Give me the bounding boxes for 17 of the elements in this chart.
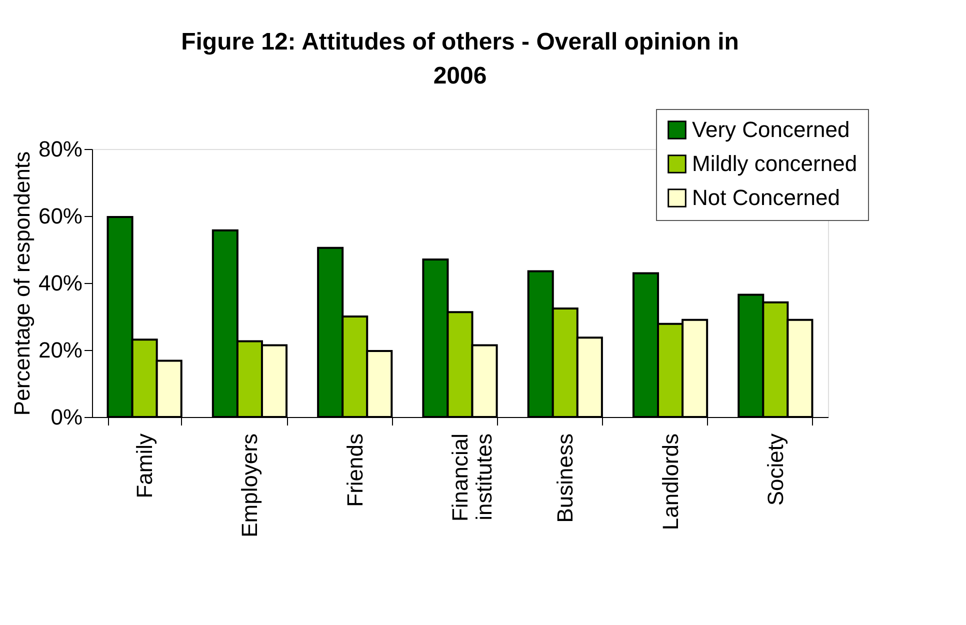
y-tick-label: 40% <box>38 270 82 296</box>
x-tick-label: Employers <box>237 434 262 538</box>
x-tick-label: Financial institutes <box>448 434 496 522</box>
x-tick-label: Business <box>552 434 578 523</box>
chart-title: Figure 12: Attitudes of others - Overall opinion in 2006 <box>181 28 739 90</box>
legend-label: Not Concerned <box>692 185 840 210</box>
legend-label: Mildly concerned <box>692 151 858 176</box>
y-tick-label: 60% <box>38 204 82 228</box>
y-tick-label: 20% <box>38 338 82 362</box>
x-tick-label: Society <box>762 434 788 506</box>
x-tick-label: Friends <box>342 434 368 507</box>
y-axis-title: Percentage of respondents <box>9 151 34 416</box>
x-tick-label: Family <box>132 434 158 498</box>
y-tick-label: 80% <box>38 136 82 162</box>
x-tick-label: Landlords <box>658 434 683 530</box>
legend-label: Very Concerned <box>692 117 850 142</box>
y-tick-label: 0% <box>50 404 82 430</box>
